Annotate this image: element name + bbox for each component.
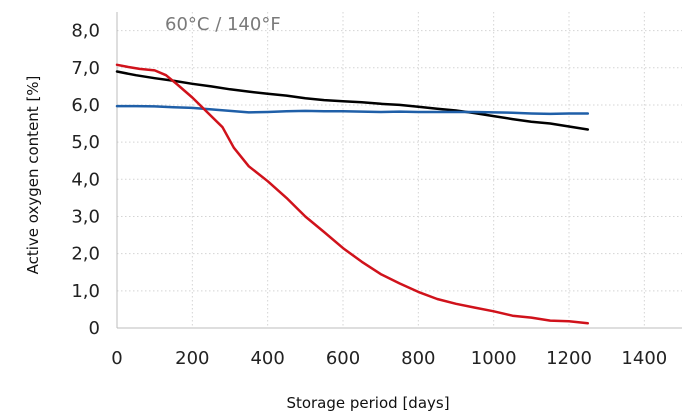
series-line-1 (115, 70, 590, 131)
x-axis-label: Storage period [days] (286, 394, 449, 412)
temperature-annotation: 60°C / 140°F (165, 14, 281, 35)
y-tick-label: 5,0 (71, 132, 100, 153)
x-tick-label: 200 (175, 348, 209, 369)
y-tick-label: 4,0 (71, 169, 100, 190)
x-tick-label: 400 (250, 348, 284, 369)
axes (116, 12, 682, 329)
y-axis-label: Active oxygen content [%] (24, 76, 42, 275)
y-tick-label: 8,0 (71, 21, 100, 42)
tick-labels: 0 1,0 2,0 3,0 4,0 5,0 6,0 7,0 8,0 0 200 400 600 800 10… (71, 21, 667, 369)
y-tick-label: 2,0 (71, 244, 100, 265)
y-tick-label: 0 (89, 318, 100, 339)
x-tick-label: 0 (111, 348, 122, 369)
x-tick-label: 1400 (621, 348, 667, 369)
series-line-2 (115, 104, 590, 116)
gridlines (117, 12, 682, 328)
x-tick-label: 600 (326, 348, 360, 369)
series-lines (115, 63, 590, 325)
y-tick-label: 6,0 (71, 95, 100, 116)
series-line-3 (115, 63, 590, 325)
y-tick-label: 3,0 (71, 206, 100, 227)
x-tick-label: 1000 (471, 348, 517, 369)
y-tick-label: 1,0 (71, 281, 100, 302)
x-tick-label: 800 (401, 348, 435, 369)
y-tick-label: 7,0 (71, 58, 100, 79)
x-tick-label: 1200 (546, 348, 592, 369)
